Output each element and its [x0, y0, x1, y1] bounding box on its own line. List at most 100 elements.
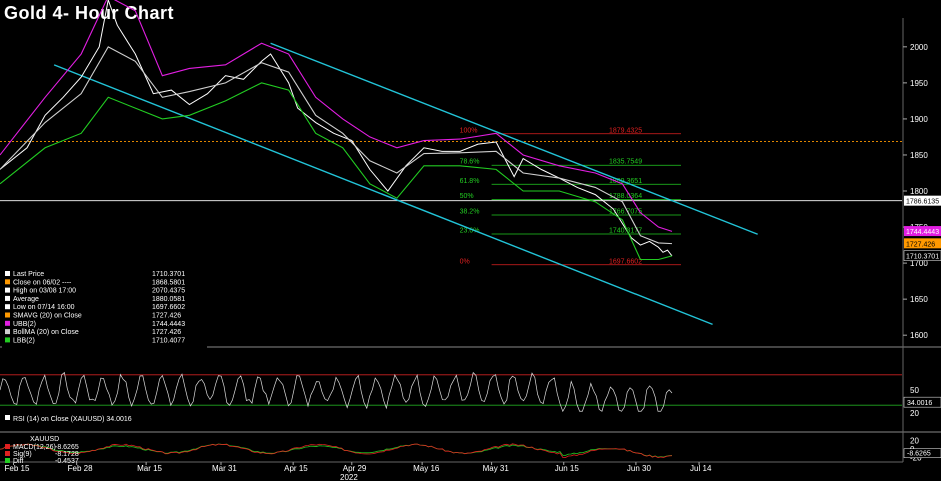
macd-swatch — [5, 458, 10, 463]
legend-label: BollMA (20) on Close — [13, 329, 79, 336]
legend-swatch — [5, 295, 10, 301]
legend-label: High on 03/08 17:00 — [13, 288, 76, 295]
legend-value: 1868.5801 — [152, 279, 185, 286]
rsi-label: RSI (14) on Close (XAUUSD) 34.0016 — [13, 416, 132, 423]
channel-trendline — [270, 42, 758, 235]
legend-value: 1880.0581 — [152, 296, 185, 303]
rsi-value-label: 34.0016 — [907, 400, 932, 407]
price-tag-label: 1744.4443 — [906, 229, 939, 236]
fib-value-label: 1697.6602 — [609, 258, 642, 265]
fib-percent-label: 38.2% — [460, 209, 480, 216]
fib-value-label: 1788.0364 — [609, 193, 642, 200]
macd-tick-label: -20 — [910, 454, 922, 463]
x-tick-label: May 31 — [483, 464, 510, 473]
legend-swatch — [5, 329, 10, 335]
legend-value: 1710.4077 — [152, 337, 185, 344]
x-tick-label: Jun 15 — [555, 464, 580, 473]
rsi-swatch — [5, 415, 10, 420]
macd-tick-label: 20 — [910, 436, 919, 445]
price-tag-label: 1710.3701 — [906, 254, 939, 261]
macd-legend-value: -8.6265 — [55, 444, 79, 451]
y-tick-label: 1600 — [910, 331, 928, 340]
y-tick-label: 1900 — [910, 115, 928, 124]
fib-value-label: 1740.3177 — [609, 228, 642, 235]
x-tick-label: Mar 31 — [212, 464, 237, 473]
legend-label: Low on 07/14 16:00 — [13, 304, 75, 311]
y-tick-label: 1650 — [910, 295, 928, 304]
legend-value: 1697.6602 — [152, 304, 185, 311]
macd-line — [0, 443, 673, 459]
fib-percent-label: 50% — [460, 193, 474, 200]
macd-swatch — [5, 451, 10, 456]
series-line — [0, 0, 673, 232]
legend-swatch — [5, 320, 10, 326]
series-line — [0, 0, 673, 257]
fib-percent-label: 0% — [460, 258, 470, 265]
y-tick-label: 1850 — [910, 151, 928, 160]
series-line — [0, 46, 673, 245]
macd-symbol: XAUUSD — [30, 436, 59, 443]
fib-percent-label: 78.6% — [460, 159, 480, 166]
series-line — [0, 82, 673, 261]
x-tick-label: Jul 14 — [690, 464, 712, 473]
legend-value: 1744.4443 — [152, 321, 185, 328]
y-tick-label: 1800 — [910, 187, 928, 196]
legend-swatch — [5, 304, 10, 310]
y-tick-label: 1950 — [910, 79, 928, 88]
legend-label: Average — [13, 296, 39, 303]
x-tick-label: May 16 — [413, 464, 440, 473]
legend-bg — [2, 268, 207, 380]
legend-value: 1727.426 — [152, 313, 181, 320]
fib-percent-label: 23.6% — [460, 228, 480, 235]
legend-swatch — [5, 312, 10, 318]
price-tag — [903, 250, 941, 261]
macd-legend-value: -8.1728 — [55, 451, 79, 458]
fib-value-label: 1835.7549 — [609, 159, 642, 166]
price-tag-label: 1786.6135 — [906, 199, 939, 206]
legend-value: 2070.4375 — [152, 288, 185, 295]
price-tag — [904, 226, 941, 237]
legend-value: 1727.426 — [152, 329, 181, 336]
x-tick-label: Feb 15 — [5, 464, 30, 473]
legend-swatch — [5, 279, 10, 285]
legend-label: UBB(2) — [13, 321, 36, 328]
x-tick-label: Jun 30 — [627, 464, 652, 473]
legend-label: LBB(2) — [13, 337, 35, 344]
fib-percent-label: 100% — [460, 127, 478, 134]
x-tick-label: Apr 15 — [284, 464, 308, 473]
legend-value: 1710.3701 — [152, 271, 185, 278]
x-tick-label: Mar 15 — [137, 464, 162, 473]
macd-legend-label: MACD(12,26) — [13, 444, 56, 451]
macd-legend-label: Diff — [13, 458, 23, 465]
x-tick-label: Feb 28 — [68, 464, 93, 473]
rsi-tick-label: 50 — [910, 386, 919, 395]
macd-legend-label: Sig(9) — [13, 451, 32, 458]
macd-diff-line — [0, 443, 673, 458]
fib-value-label: 1809.3651 — [609, 178, 642, 185]
y-tick-label: 1700 — [910, 259, 928, 268]
channel-trendline — [53, 64, 713, 326]
legend-label: Close on 06/02 ---- — [13, 279, 72, 286]
y-tick-label: 2000 — [910, 43, 928, 52]
fib-value-label: 1879.4325 — [609, 127, 642, 134]
price-tag-label: 1727.426 — [906, 241, 935, 248]
legend-swatch — [5, 337, 10, 343]
fib-value-label: 1766.7075 — [609, 209, 642, 216]
legend-label: Last Price — [13, 271, 44, 278]
legend-swatch — [5, 287, 10, 293]
rsi-label-bg — [2, 413, 172, 423]
rsi-value-tag — [903, 396, 941, 408]
legend-label: SMAVG (20) on Close — [13, 313, 82, 320]
price-tag — [904, 195, 941, 206]
legend-swatch — [5, 271, 10, 276]
fib-percent-label: 61.8% — [460, 178, 480, 185]
x-tick-label: Apr 29 — [343, 464, 367, 473]
price-tag — [904, 238, 941, 249]
macd-legend-value: -0.4537 — [55, 458, 79, 465]
macd-swatch — [5, 444, 10, 449]
macd-value-tag — [903, 448, 941, 458]
legend: Last Price 1710.3701 Close on 06/02 ---- 18… — [2, 268, 207, 380]
rsi-tick-label: 20 — [910, 409, 919, 418]
macd-value-label: -8.6265 — [907, 451, 931, 458]
